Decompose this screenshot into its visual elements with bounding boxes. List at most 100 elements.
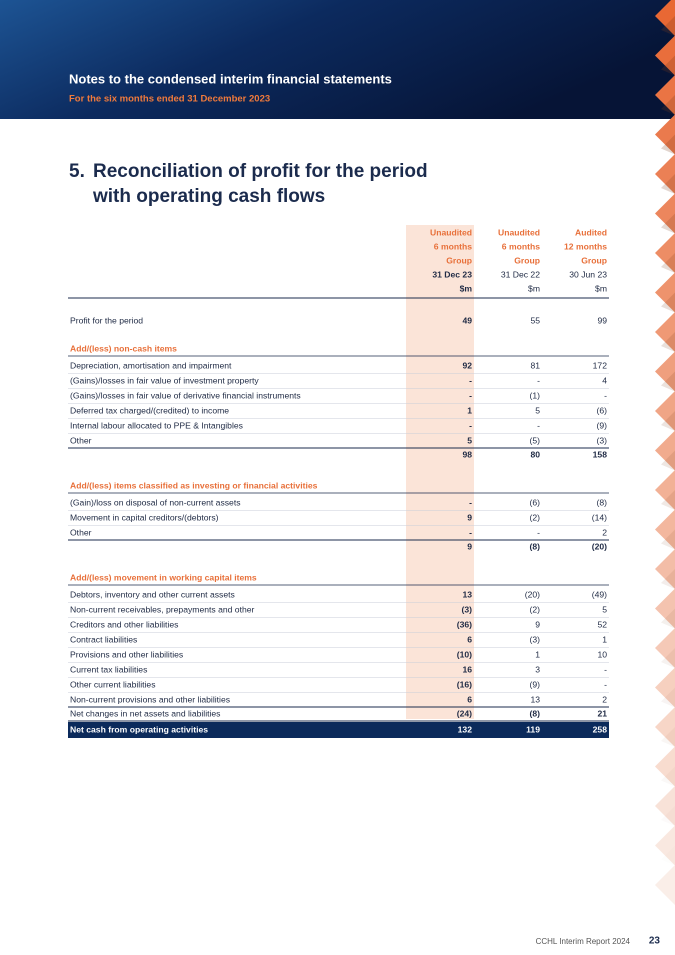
row-label: Net changes in net assets and liabilitie… <box>70 708 220 718</box>
cell-value: 119 <box>526 724 540 734</box>
chevron-shadow <box>661 174 675 194</box>
cell-value: (2) <box>529 604 540 614</box>
chevron-shadow <box>661 253 675 273</box>
column-header: Group <box>514 255 540 265</box>
chevron <box>655 746 675 787</box>
header-band <box>0 0 675 119</box>
chevron-shadow <box>661 608 675 629</box>
cell-value: 21 <box>597 708 607 718</box>
cell-value: (20) <box>592 541 607 551</box>
row-label: (Gains)/losses in fair value of derivati… <box>70 390 301 400</box>
chevron <box>655 707 675 747</box>
column-header: Group <box>581 255 607 265</box>
chevron <box>655 865 675 905</box>
cell-value: (49) <box>592 589 607 599</box>
column-header: $m <box>460 283 473 293</box>
chevron <box>655 588 675 629</box>
chevron-shadow <box>661 529 675 550</box>
row-label: Movement in capital creditors/(debtors) <box>70 512 219 522</box>
cell-value: 3 <box>535 664 540 674</box>
row-label: Other current liabilities <box>70 679 156 689</box>
chevron <box>655 114 675 155</box>
page-number: 23 <box>649 936 661 947</box>
cell-value: - <box>604 664 607 674</box>
cell-value: 1 <box>602 634 607 644</box>
column-header: 31 Dec 23 <box>432 269 472 279</box>
row-label: Debtors, inventory and other current ass… <box>70 589 235 599</box>
chevron-shadow <box>661 16 675 36</box>
cell-value: 1 <box>535 649 540 659</box>
cell-value: 99 <box>597 315 607 325</box>
cell-value: 172 <box>593 360 608 370</box>
cell-value: (8) <box>596 497 607 507</box>
group-heading: Add/(less) items classified as investing… <box>70 480 318 490</box>
column-header: Unaudited <box>430 227 472 237</box>
chevron-shadow <box>661 411 675 431</box>
section-number: 5. <box>69 161 85 182</box>
chevron <box>655 786 675 826</box>
row-label: Depreciation, amortisation and impairmen… <box>70 360 232 370</box>
cell-value: 52 <box>597 619 607 629</box>
cell-value: (3) <box>461 604 472 614</box>
row-label: Other <box>70 435 92 445</box>
cell-value: (14) <box>592 512 607 522</box>
column-header: 12 months <box>564 241 607 251</box>
cell-value: - <box>604 679 607 689</box>
cell-value: - <box>469 390 472 400</box>
chevron-shadow <box>661 727 675 747</box>
cell-value: - <box>469 497 472 507</box>
cell-value: 80 <box>530 449 540 459</box>
row-label: (Gains)/losses in fair value of investme… <box>70 375 259 385</box>
column-header: $m <box>595 283 607 293</box>
chevron <box>655 667 675 708</box>
column-header: 6 months <box>502 241 540 251</box>
chevron-shadow <box>661 292 675 313</box>
cell-value: (10) <box>457 649 472 659</box>
chevron <box>655 628 675 668</box>
column-header: Group <box>446 255 472 265</box>
cell-value: 55 <box>530 315 540 325</box>
cell-value: (20) <box>525 589 540 599</box>
column-header: 31 Dec 22 <box>501 269 540 279</box>
cell-value: (6) <box>529 497 540 507</box>
column-header: 30 Jun 23 <box>569 269 607 279</box>
row-label: Net cash from operating activities <box>70 724 208 734</box>
cell-value: (3) <box>529 634 540 644</box>
cell-value: 9 <box>467 512 472 522</box>
cell-value: 9 <box>467 541 472 551</box>
cell-value: (16) <box>457 679 472 689</box>
cell-value: 1 <box>467 405 472 415</box>
chevron-shadow <box>661 569 675 589</box>
chevron <box>655 272 675 313</box>
chevron-shadow <box>661 490 675 510</box>
cell-value: - <box>469 420 472 430</box>
cell-value: 258 <box>593 724 608 734</box>
chevron-shadow <box>661 371 675 392</box>
cell-value: 13 <box>462 589 472 599</box>
cell-value: 5 <box>602 604 607 614</box>
cell-value: 92 <box>462 360 472 370</box>
cell-value: (9) <box>596 420 607 430</box>
row-label: Deferred tax charged/(credited) to incom… <box>70 405 229 415</box>
cell-value: 9 <box>535 619 540 629</box>
cell-value: 6 <box>467 694 472 704</box>
cell-value: (24) <box>457 708 472 718</box>
cell-value: (1) <box>529 390 540 400</box>
chevron <box>655 470 675 510</box>
cell-value: - <box>537 420 540 430</box>
cell-value: (9) <box>529 679 540 689</box>
cell-value: 49 <box>462 315 472 325</box>
footer-report: CCHL Interim Report 2024 <box>536 937 631 946</box>
cell-value: (3) <box>596 435 607 445</box>
cell-value: 5 <box>535 405 540 415</box>
row-label: Non-current receivables, prepayments and… <box>70 604 255 614</box>
chevron-shadow <box>661 134 675 155</box>
cell-value: 2 <box>602 694 607 704</box>
chevron <box>655 509 675 550</box>
cell-value: 81 <box>530 360 540 370</box>
cell-value: 16 <box>462 664 472 674</box>
chevron-shadow <box>661 213 675 234</box>
cell-value: (6) <box>596 405 607 415</box>
row-label: Profit for the period <box>70 315 143 325</box>
